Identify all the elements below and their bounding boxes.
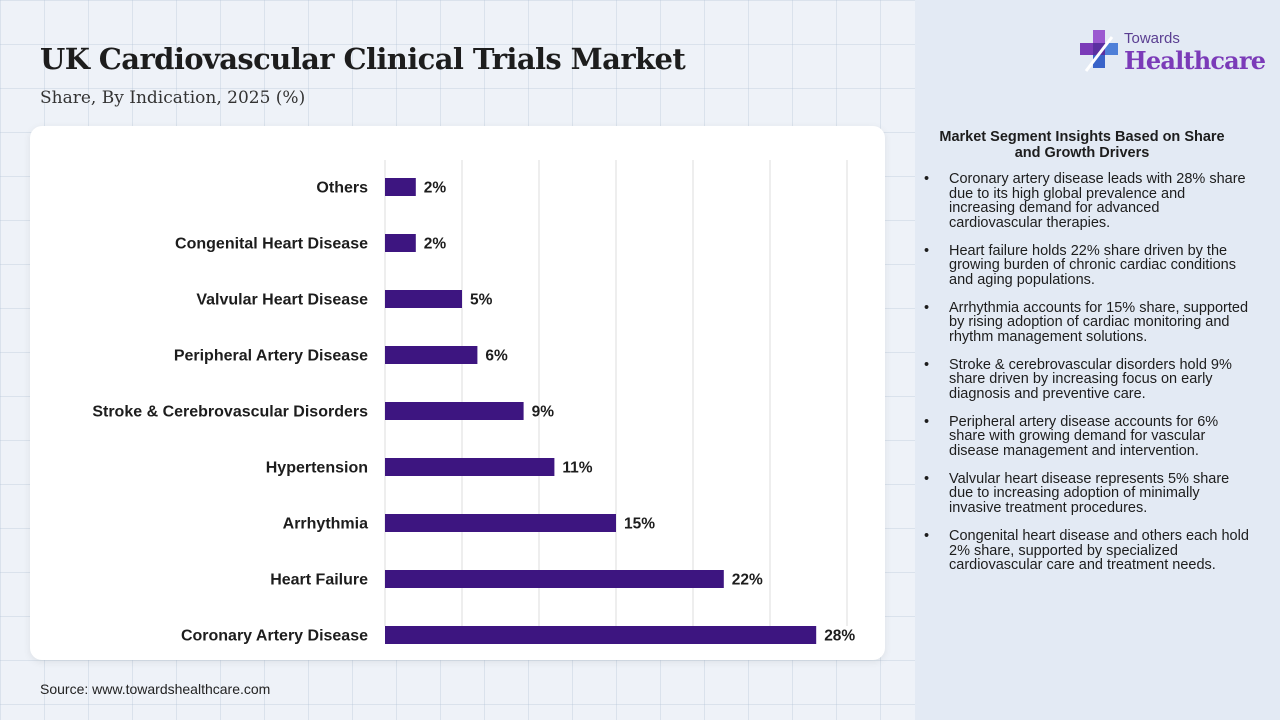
bar — [385, 402, 524, 420]
data-label: 2% — [424, 236, 447, 253]
bar-chart: Others 2% Congenital Heart Disease 2% Valvul… — [92, 160, 855, 645]
category-label: Hypertension — [266, 460, 368, 477]
bar — [385, 290, 462, 308]
insight-item: Heart failure holds 22% share driven by … — [924, 243, 1254, 288]
insight-item: Coronary artery disease leads with 28% s… — [924, 172, 1254, 230]
insight-item: Stroke & cerebrovascular disorders hold … — [924, 358, 1254, 402]
data-label: 28% — [824, 628, 855, 645]
category-label: Peripheral Artery Disease — [174, 348, 368, 365]
insight-item: Congenital heart disease and others each… — [924, 529, 1254, 573]
logo-text-healthcare: Healthcare — [1124, 46, 1266, 75]
page-title: UK Cardiovascular Clinical Trials Market — [40, 42, 686, 76]
category-label: Others — [316, 180, 368, 197]
bar — [385, 570, 724, 588]
category-label: Coronary Artery Disease — [181, 628, 368, 645]
data-label: 5% — [470, 292, 493, 309]
insights-list: Coronary artery disease leads with 28% s… — [924, 172, 1254, 586]
data-label: 6% — [485, 348, 508, 365]
category-label: Valvular Heart Disease — [196, 292, 368, 309]
category-label: Stroke & Cerebrovascular Disorders — [92, 404, 368, 421]
insights-title: Market Segment Insights Based on Share a… — [939, 129, 1225, 161]
data-label: 9% — [532, 404, 555, 421]
brand-logo: Towards Healthcare — [1080, 28, 1266, 78]
insight-item: Valvular heart disease represents 5% sha… — [924, 472, 1254, 516]
source-note: Source: www.towardshealthcare.com — [40, 681, 271, 697]
data-label: 2% — [424, 180, 447, 197]
insight-item: Arrhythmia accounts for 15% share, suppo… — [924, 301, 1254, 345]
bar — [385, 514, 616, 532]
data-label: 11% — [562, 460, 592, 477]
bar — [385, 458, 555, 476]
category-label: Congenital Heart Disease — [175, 236, 368, 253]
bar — [385, 234, 416, 252]
medical-cross-icon — [1080, 30, 1118, 72]
category-label: Heart Failure — [270, 572, 368, 589]
page-subtitle: Share, By Indication, 2025 (%) — [40, 88, 306, 108]
data-label: 22% — [732, 572, 763, 589]
bar — [385, 346, 478, 364]
bar — [385, 626, 817, 644]
data-label: 15% — [624, 516, 655, 533]
logo-text-towards: Towards — [1124, 30, 1180, 47]
insight-item: Peripheral artery disease accounts for 6… — [924, 415, 1254, 459]
category-label: Arrhythmia — [283, 516, 368, 533]
bar — [385, 178, 416, 196]
chart-card: Others 2% Congenital Heart Disease 2% Valvul… — [30, 126, 885, 660]
